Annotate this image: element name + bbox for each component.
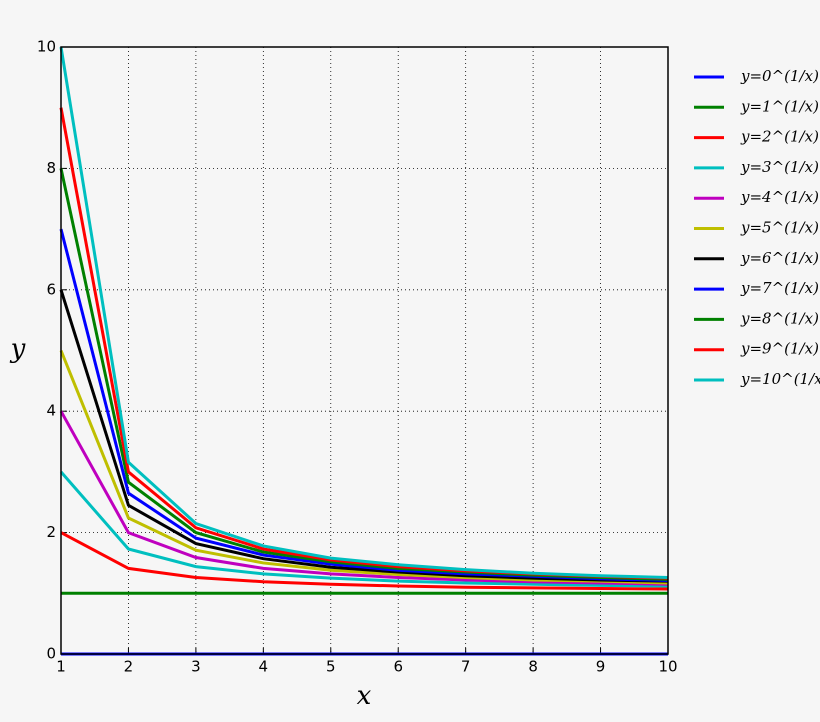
y-axis-label: y [10, 334, 26, 364]
legend-label: y=2^(1/x) [740, 128, 819, 146]
legend-label: y=1^(1/x) [740, 97, 819, 115]
x-tick-label: 7 [461, 658, 471, 676]
x-tick-label: 9 [596, 658, 606, 676]
legend-label: y=0^(1/x) [740, 67, 819, 85]
legend-label: y=9^(1/x) [740, 340, 819, 358]
y-tick-label: 4 [46, 402, 56, 420]
legend-label: y=5^(1/x) [740, 219, 819, 237]
line [59, 410, 669, 586]
line [60, 531, 669, 591]
y-tick-label: 0 [46, 645, 56, 663]
legend-label: y=4^(1/x) [740, 188, 819, 206]
legend-label: y=3^(1/x) [740, 158, 819, 176]
plot-frame [60, 46, 669, 655]
x-tick-label: 10 [658, 658, 677, 676]
legend-label: y=6^(1/x) [740, 249, 819, 267]
legend-label: y=10^(1/x) [740, 370, 820, 388]
line [59, 470, 669, 588]
line [59, 46, 669, 580]
line [59, 289, 669, 583]
x-tick-label: 8 [528, 658, 538, 676]
y-tick-label: 2 [46, 523, 56, 541]
y-tick-label: 10 [37, 38, 56, 56]
y-tick-label: 6 [46, 280, 56, 298]
x-tick-label: 4 [259, 658, 269, 676]
x-tick-label: 5 [326, 658, 336, 676]
x-tick-label: 6 [393, 658, 403, 676]
legend-label: y=7^(1/x) [740, 279, 819, 297]
x-tick-label: 3 [191, 658, 201, 676]
y-tick-label: 8 [46, 159, 56, 177]
legend-label: y=8^(1/x) [740, 309, 819, 327]
line [59, 349, 669, 585]
x-tick-label: 2 [124, 658, 134, 676]
x-tick-label: 1 [56, 658, 66, 676]
x-axis-label: x [357, 681, 372, 711]
